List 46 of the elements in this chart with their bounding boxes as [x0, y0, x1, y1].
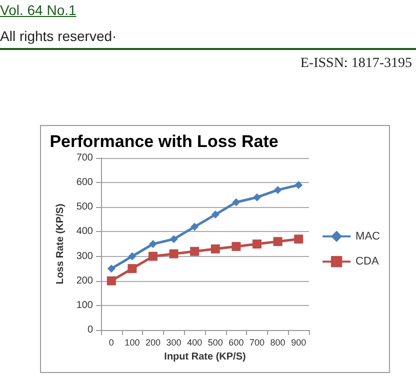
point	[169, 249, 178, 258]
y-tick-label: 500	[76, 202, 94, 213]
text: All rights reserved·	[0, 28, 117, 44]
x-tick-label: 500	[208, 338, 223, 348]
x-axis-title: Input Rate (KP/S)	[164, 352, 246, 362]
x-tick-label: 700	[249, 338, 265, 348]
y-tick-label: 200	[76, 275, 94, 286]
x-tick-label: 800	[270, 338, 286, 348]
x-tick-label: 100	[124, 338, 140, 348]
point	[190, 222, 199, 231]
point	[107, 264, 116, 273]
chart-title: Performance with Loss Rate	[50, 132, 278, 151]
point	[252, 240, 262, 248]
text: E-ISSN: 1817-3195	[300, 56, 412, 72]
point	[148, 252, 158, 261]
x-tick-label: 200	[145, 338, 161, 348]
point	[170, 235, 178, 244]
point	[128, 264, 137, 274]
x-tick-label: 900	[291, 338, 306, 348]
legend-label: MAC	[356, 230, 380, 242]
text: Vol. 64 No.1	[0, 2, 76, 18]
point	[274, 186, 282, 194]
legend-label: CDA	[356, 256, 380, 268]
point	[106, 276, 116, 286]
y-tick-label: 100	[76, 300, 94, 311]
point	[253, 193, 261, 202]
x-tick-label: 0	[108, 338, 114, 348]
y-axis-title: Loss Rate (KP/S)	[54, 204, 66, 284]
point	[149, 240, 157, 248]
x-tick-label: 300	[166, 338, 182, 348]
point	[232, 242, 241, 251]
y-tick-label: 300	[76, 250, 94, 262]
point	[190, 246, 200, 256]
y-tick-label: 400	[76, 226, 94, 238]
x-tick-label: 400	[187, 338, 202, 348]
y-tick-label: 0	[87, 324, 94, 336]
point	[211, 210, 220, 219]
point	[232, 198, 240, 206]
y-tick-label: 600	[76, 177, 94, 188]
point	[294, 181, 303, 190]
point	[294, 234, 304, 244]
y-tick-label: 700	[76, 152, 94, 164]
point	[128, 252, 136, 260]
x-tick-label: 600	[228, 338, 244, 348]
point	[210, 244, 220, 254]
point	[273, 237, 282, 246]
